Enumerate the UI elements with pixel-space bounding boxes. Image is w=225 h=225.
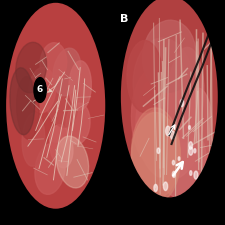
Ellipse shape [133,38,194,133]
Ellipse shape [131,108,180,198]
Ellipse shape [131,112,180,202]
Circle shape [172,171,175,178]
Circle shape [171,131,175,139]
Circle shape [180,99,184,107]
Text: B: B [120,14,129,23]
Circle shape [189,142,193,149]
Ellipse shape [143,20,196,92]
Circle shape [118,0,220,200]
Ellipse shape [160,126,206,198]
Ellipse shape [40,43,67,83]
Circle shape [163,182,168,191]
Circle shape [189,147,193,155]
Circle shape [3,0,108,212]
Circle shape [190,171,192,176]
Circle shape [178,157,180,160]
Ellipse shape [69,61,91,110]
Ellipse shape [131,70,174,164]
Circle shape [194,148,196,153]
Ellipse shape [35,143,65,194]
Ellipse shape [180,88,212,173]
Ellipse shape [53,48,81,96]
Ellipse shape [127,40,163,112]
Ellipse shape [66,103,90,144]
Ellipse shape [168,47,204,142]
Ellipse shape [29,67,56,113]
Ellipse shape [136,68,203,180]
Circle shape [34,78,46,102]
Ellipse shape [17,77,39,139]
Ellipse shape [22,113,45,166]
Ellipse shape [50,125,73,168]
Ellipse shape [10,68,35,135]
Ellipse shape [56,136,89,188]
Circle shape [189,126,190,129]
Ellipse shape [45,75,77,127]
Ellipse shape [16,42,47,93]
Text: 6: 6 [37,86,43,94]
Circle shape [172,160,175,165]
Circle shape [3,0,108,212]
Circle shape [154,184,157,191]
Circle shape [166,126,170,136]
Circle shape [118,0,220,200]
Circle shape [157,148,160,153]
Circle shape [194,171,198,179]
